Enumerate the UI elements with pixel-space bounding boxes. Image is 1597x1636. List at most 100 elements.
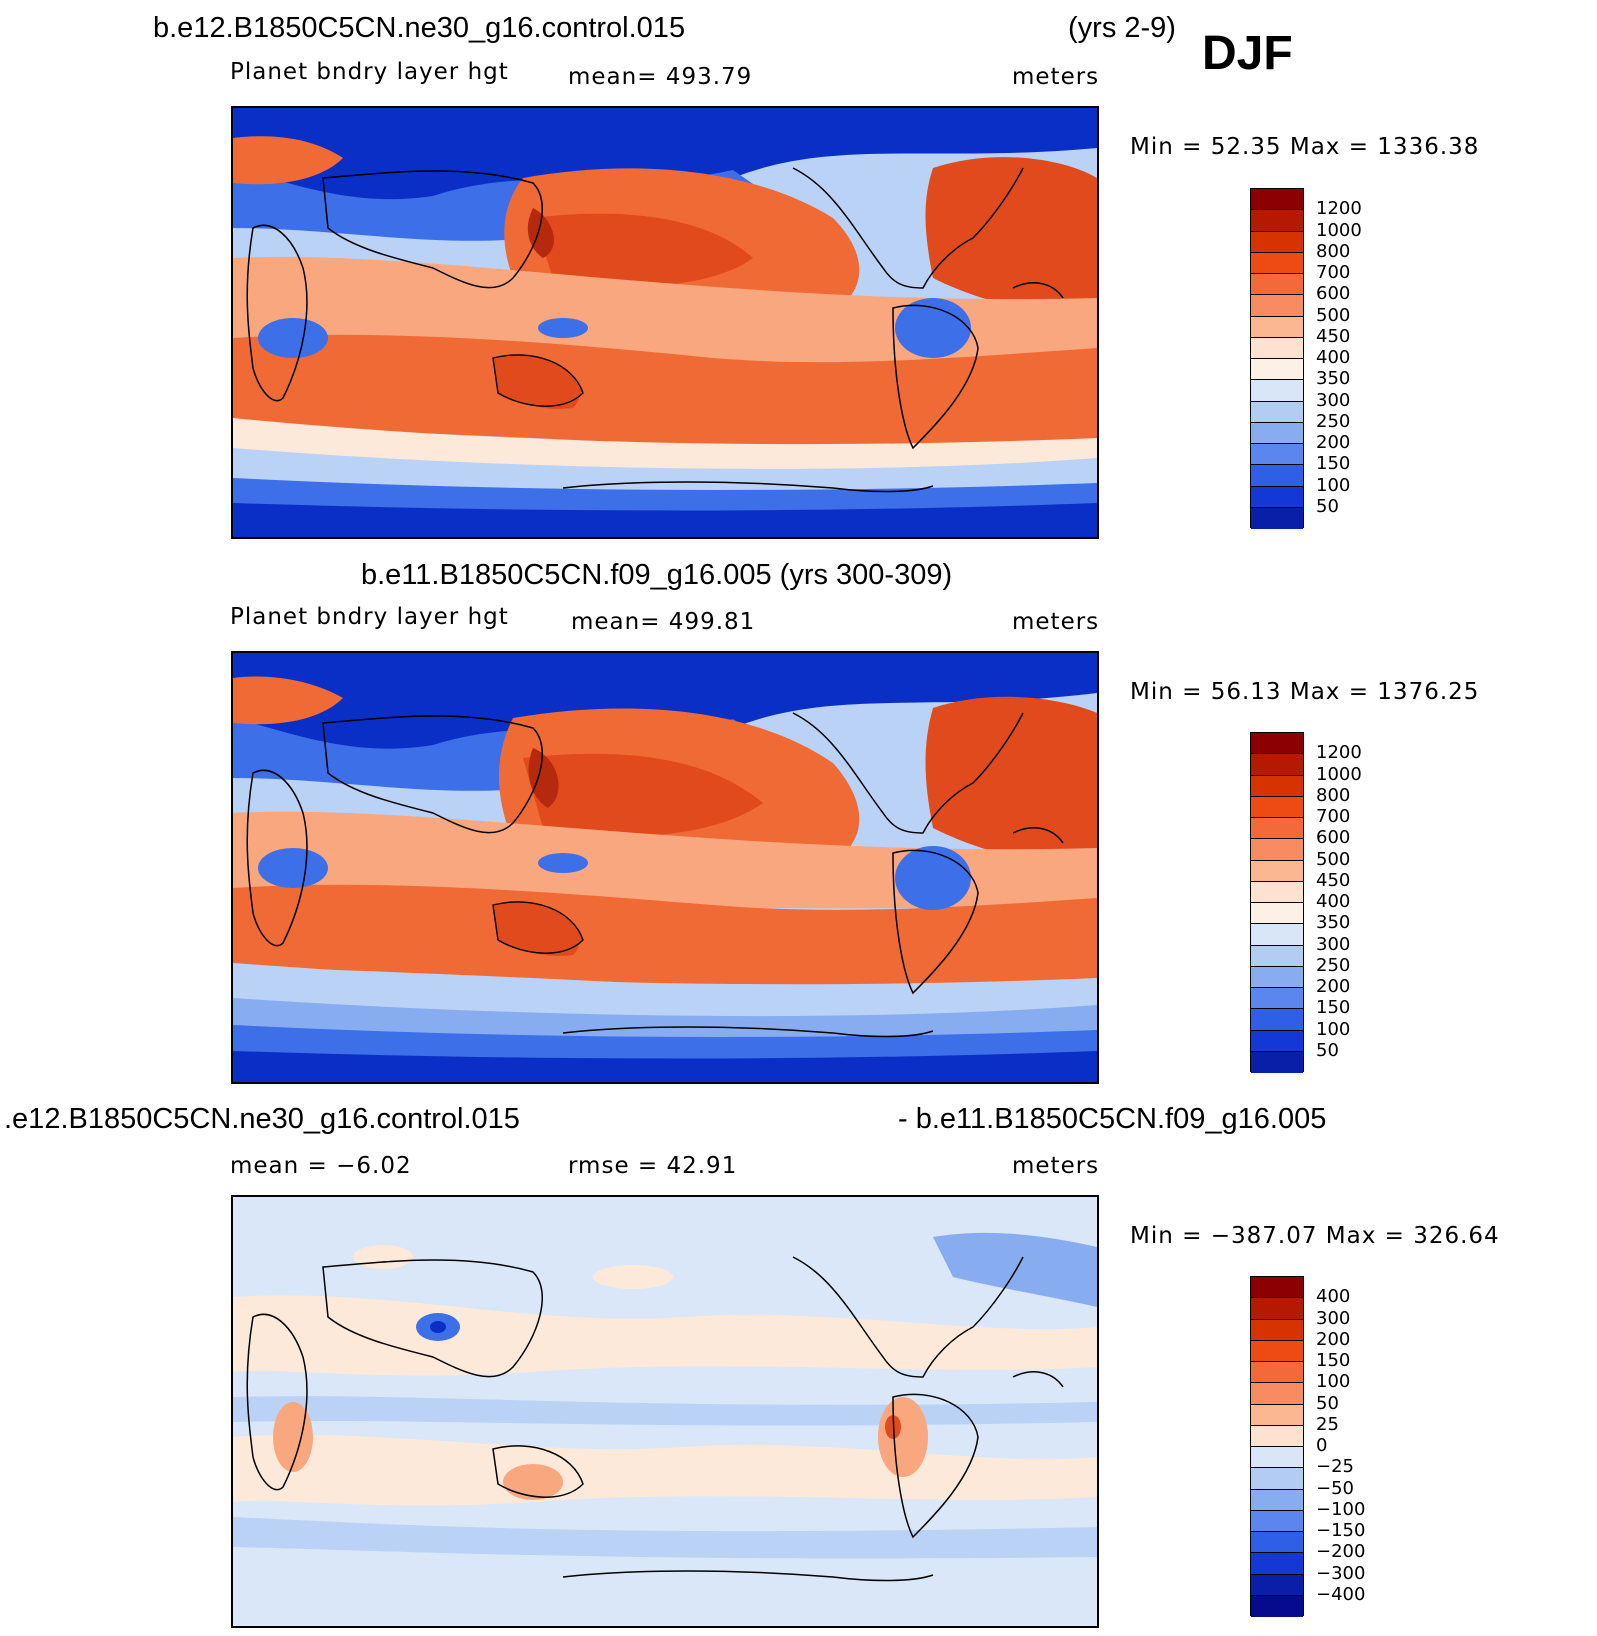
colorbar-label: 800	[1316, 240, 1351, 262]
colorbar-swatch	[1251, 295, 1303, 317]
colorbar-label: 700	[1316, 262, 1351, 283]
colorbar-label: 200	[1316, 976, 1351, 997]
colorbar-swatch	[1251, 966, 1303, 988]
panel2-units: meters	[1012, 609, 1100, 635]
panel1-minmax: Min = 52.35 Max = 1336.38	[1130, 134, 1480, 160]
colorbar-label: 150	[1316, 1350, 1351, 1371]
colorbar-label: −400	[1316, 1583, 1366, 1605]
colorbar-swatch	[1251, 1362, 1303, 1384]
panel1-mean: mean= 493.79	[568, 64, 753, 90]
panel3-mean: mean = −6.02	[230, 1153, 412, 1179]
colorbar-swatch	[1251, 401, 1303, 423]
colorbar-label: −100	[1316, 1498, 1366, 1520]
colorbar-label: 250	[1316, 954, 1351, 976]
panel2-title: b.e11.B1850C5CN.f09_g16.005 (yrs 300-309…	[361, 559, 953, 591]
colorbar-label: −50	[1316, 1477, 1354, 1499]
colorbar-swatch	[1251, 1009, 1303, 1031]
colorbar-label: 150	[1316, 997, 1351, 1019]
colorbar-label: −150	[1316, 1520, 1366, 1541]
colorbar-swatch	[1251, 189, 1303, 211]
panel3-title-left: .e12.B1850C5CN.ne30_g16.control.015	[4, 1103, 520, 1135]
colorbar-swatch	[1251, 359, 1303, 381]
colorbar-label: 50	[1316, 1039, 1339, 1061]
colorbar-swatch	[1251, 924, 1303, 946]
colorbar-swatch	[1251, 988, 1303, 1010]
colorbar-swatch	[1251, 881, 1303, 903]
colorbar-swatch	[1251, 231, 1303, 253]
panel1-variable: Planet bndry layer hgt	[230, 59, 509, 85]
colorbar-swatch	[1251, 316, 1303, 338]
colorbar-label: 400	[1316, 891, 1351, 912]
colorbar-swatch	[1251, 1574, 1303, 1596]
colorbar-swatch	[1251, 860, 1303, 882]
panel2-minmax: Min = 56.13 Max = 1376.25	[1130, 679, 1480, 705]
colorbar-swatch	[1251, 380, 1303, 402]
colorbar-swatch	[1251, 274, 1303, 296]
panel3-units: meters	[1012, 1153, 1100, 1179]
panel2-colorbar	[1250, 732, 1304, 1073]
colorbar-swatch	[1251, 818, 1303, 840]
colorbar-label: 600	[1316, 283, 1351, 305]
panel3-map-graphic	[233, 1197, 1097, 1626]
colorbar-swatch	[1251, 210, 1303, 232]
colorbar-swatch	[1251, 1404, 1303, 1426]
colorbar-label: 150	[1316, 453, 1351, 475]
panel1-title-years: (yrs 2-9)	[1068, 12, 1176, 44]
colorbar-label: 100	[1316, 1018, 1351, 1040]
colorbar-label: 400	[1316, 1286, 1351, 1308]
colorbar-swatch	[1251, 1425, 1303, 1447]
colorbar-label: 350	[1316, 368, 1351, 390]
colorbar-swatch	[1251, 444, 1303, 466]
colorbar-swatch	[1251, 486, 1303, 508]
colorbar-swatch	[1251, 1489, 1303, 1511]
colorbar-swatch	[1251, 796, 1303, 818]
colorbar-label: 200	[1316, 432, 1351, 453]
colorbar-swatch	[1251, 1298, 1303, 1320]
colorbar-label: 50	[1316, 495, 1339, 517]
colorbar-swatch	[1251, 1553, 1303, 1575]
panel2-map	[231, 651, 1099, 1084]
colorbar-label: 50	[1316, 1392, 1339, 1414]
panel3-rmse: rmse = 42.91	[568, 1153, 738, 1179]
colorbar-swatch	[1251, 1319, 1303, 1341]
colorbar-label: 800	[1316, 784, 1351, 806]
colorbar-swatch	[1251, 1340, 1303, 1362]
colorbar-label: 450	[1316, 869, 1351, 891]
colorbar-label: 25	[1316, 1413, 1339, 1435]
colorbar-swatch	[1251, 507, 1303, 529]
panel1-map-graphic	[233, 108, 1097, 537]
panel2-variable: Planet bndry layer hgt	[230, 604, 509, 630]
colorbar-label: 1200	[1316, 742, 1362, 764]
colorbar-swatch	[1251, 1532, 1303, 1554]
colorbar-swatch	[1251, 1383, 1303, 1405]
colorbar-label: 700	[1316, 806, 1351, 827]
colorbar-swatch	[1251, 1468, 1303, 1490]
colorbar-label: −200	[1316, 1541, 1366, 1563]
colorbar-swatch	[1251, 903, 1303, 925]
colorbar-label: 300	[1316, 389, 1351, 411]
panel1-units: meters	[1012, 64, 1100, 90]
colorbar-label: 100	[1316, 1371, 1351, 1393]
colorbar-label: 450	[1316, 325, 1351, 347]
colorbar-swatch	[1251, 839, 1303, 861]
colorbar-label: 200	[1316, 1328, 1351, 1350]
colorbar-swatch	[1251, 465, 1303, 487]
colorbar-label: 300	[1316, 1307, 1351, 1329]
colorbar-swatch	[1251, 1277, 1303, 1299]
colorbar-label: −300	[1316, 1562, 1366, 1584]
colorbar-swatch	[1251, 422, 1303, 444]
colorbar-swatch	[1251, 733, 1303, 755]
season-label: DJF	[1202, 27, 1293, 80]
colorbar-label: 500	[1316, 304, 1351, 326]
colorbar-swatch	[1251, 337, 1303, 359]
panel2-map-graphic	[233, 653, 1097, 1082]
colorbar-swatch	[1251, 1051, 1303, 1073]
panel2-mean: mean= 499.81	[571, 609, 756, 635]
colorbar-swatch	[1251, 1510, 1303, 1532]
colorbar-swatch	[1251, 252, 1303, 274]
colorbar-label: 0	[1316, 1435, 1328, 1456]
colorbar-swatch	[1251, 754, 1303, 776]
colorbar-swatch	[1251, 1030, 1303, 1052]
colorbar-label: 100	[1316, 474, 1351, 496]
colorbar-label: 500	[1316, 848, 1351, 870]
